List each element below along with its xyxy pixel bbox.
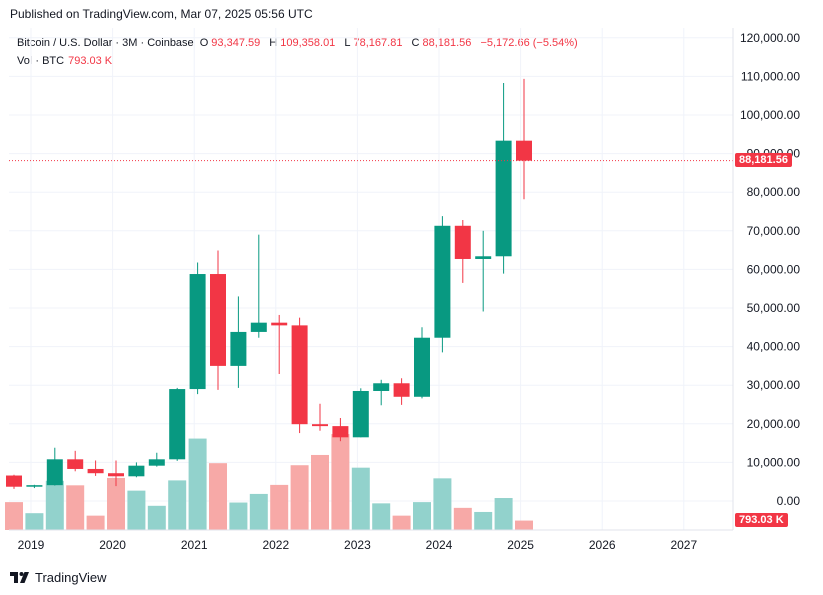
volume-bar (45, 480, 64, 530)
y-tick-label: 10,000.00 (747, 455, 801, 469)
volume-bar (311, 454, 329, 530)
volume-bar (107, 477, 125, 530)
volume-bar (249, 493, 268, 530)
volume-bar (168, 480, 187, 530)
high-value: 109,358.01 (280, 37, 336, 49)
high-label: H 109,358.01 (269, 37, 336, 49)
volume-bar (229, 502, 248, 530)
y-tick-label: 110,000.00 (741, 69, 800, 83)
x-tick-label: 2021 (181, 538, 208, 552)
published-header: Published on TradingView.com, Mar 07, 20… (10, 7, 313, 21)
candle-body (312, 424, 328, 427)
candle-body (393, 383, 410, 397)
candle-body (108, 473, 124, 477)
volume-value: 793.03 K (68, 55, 113, 67)
y-tick-label: 60,000.00 (747, 262, 801, 276)
candle-body (352, 390, 369, 438)
volume-bar (188, 438, 207, 530)
candle-body (495, 140, 512, 257)
volume-bar (66, 485, 85, 530)
volume-bar (331, 434, 350, 530)
candle-body (516, 140, 532, 161)
y-tick-label: 20,000.00 (747, 417, 801, 431)
x-tick-label: 2025 (507, 538, 534, 552)
volume-bar (127, 490, 146, 530)
change-value: −5,172.66 (−5.54%) (480, 37, 578, 49)
volume-legend: Vol · BTC 793.03 K (17, 55, 112, 67)
candle-body (67, 459, 84, 469)
candle-body (26, 485, 43, 487)
x-tick-label: 2023 (344, 538, 371, 552)
y-tick-label: 100,000.00 (740, 108, 800, 122)
candle-body (373, 383, 390, 391)
x-tick-label: 2027 (670, 538, 697, 552)
volume-bar (351, 467, 370, 530)
volume-price-label: 793.03 K (735, 512, 788, 527)
volume-bar (86, 515, 105, 530)
volume-bar (5, 502, 23, 530)
candle-body (291, 325, 308, 425)
brand-name: TradingView (35, 570, 107, 585)
volume-bar (413, 502, 431, 530)
volume-bar (147, 505, 166, 530)
candle-body (189, 274, 206, 390)
candle-body (271, 322, 288, 326)
candle-body (250, 322, 267, 332)
candle-body (87, 468, 104, 474)
volume-bar (25, 513, 44, 530)
volume-bar (270, 484, 289, 530)
symbol-title[interactable]: Bitcoin / U.S. Dollar · 3M · Coinbase (17, 37, 194, 49)
y-tick-label: 50,000.00 (747, 301, 801, 315)
x-tick-label: 2024 (426, 538, 453, 552)
candle-body (230, 331, 247, 366)
volume-bar (515, 520, 533, 530)
x-tick-label: 2020 (99, 538, 126, 552)
close-value: 88,181.56 (422, 37, 472, 49)
candle-body (169, 389, 186, 460)
close-label: C 88,181.56 (411, 37, 472, 49)
x-tick-label: 2022 (262, 538, 289, 552)
x-tick-label: 2026 (589, 538, 616, 552)
volume-bar (474, 511, 493, 530)
y-tick-label: 40,000.00 (747, 340, 801, 354)
y-tick-label: 80,000.00 (747, 185, 801, 199)
tradingview-logo-icon (10, 572, 29, 583)
y-tick-label: 120,000.00 (740, 31, 800, 45)
volume-bar (290, 465, 309, 530)
volume-bar (209, 463, 227, 530)
low-value: 78,167.81 (353, 37, 403, 49)
candle-body (128, 465, 145, 477)
y-tick-label: 0.00 (777, 494, 801, 508)
volume-bar (453, 507, 472, 530)
open-value: 93,347.59 (211, 37, 261, 49)
candle-body (148, 459, 165, 466)
volume-bar (372, 503, 391, 530)
volume-bar (392, 515, 411, 530)
candle-body (414, 337, 430, 397)
candle-body (332, 426, 349, 438)
candle-body (6, 475, 22, 487)
y-tick-label: 70,000.00 (747, 224, 801, 238)
low-label: L 78,167.81 (344, 37, 403, 49)
open-label: O 93,347.59 (199, 37, 261, 49)
candle-body (46, 459, 63, 486)
tradingview-brand[interactable]: TradingView (10, 570, 107, 585)
x-tick-label: 2019 (18, 538, 45, 552)
last-price-label: 88,181.56 (735, 152, 792, 167)
volume-title[interactable]: Vol · BTC (17, 55, 65, 67)
volume-bar (494, 498, 513, 530)
volume-bar (433, 478, 452, 530)
candle-body (434, 225, 451, 338)
candle-body (210, 274, 226, 366)
y-tick-label: 30,000.00 (747, 378, 801, 392)
candle-body (454, 225, 471, 259)
candle-body (475, 256, 492, 259)
